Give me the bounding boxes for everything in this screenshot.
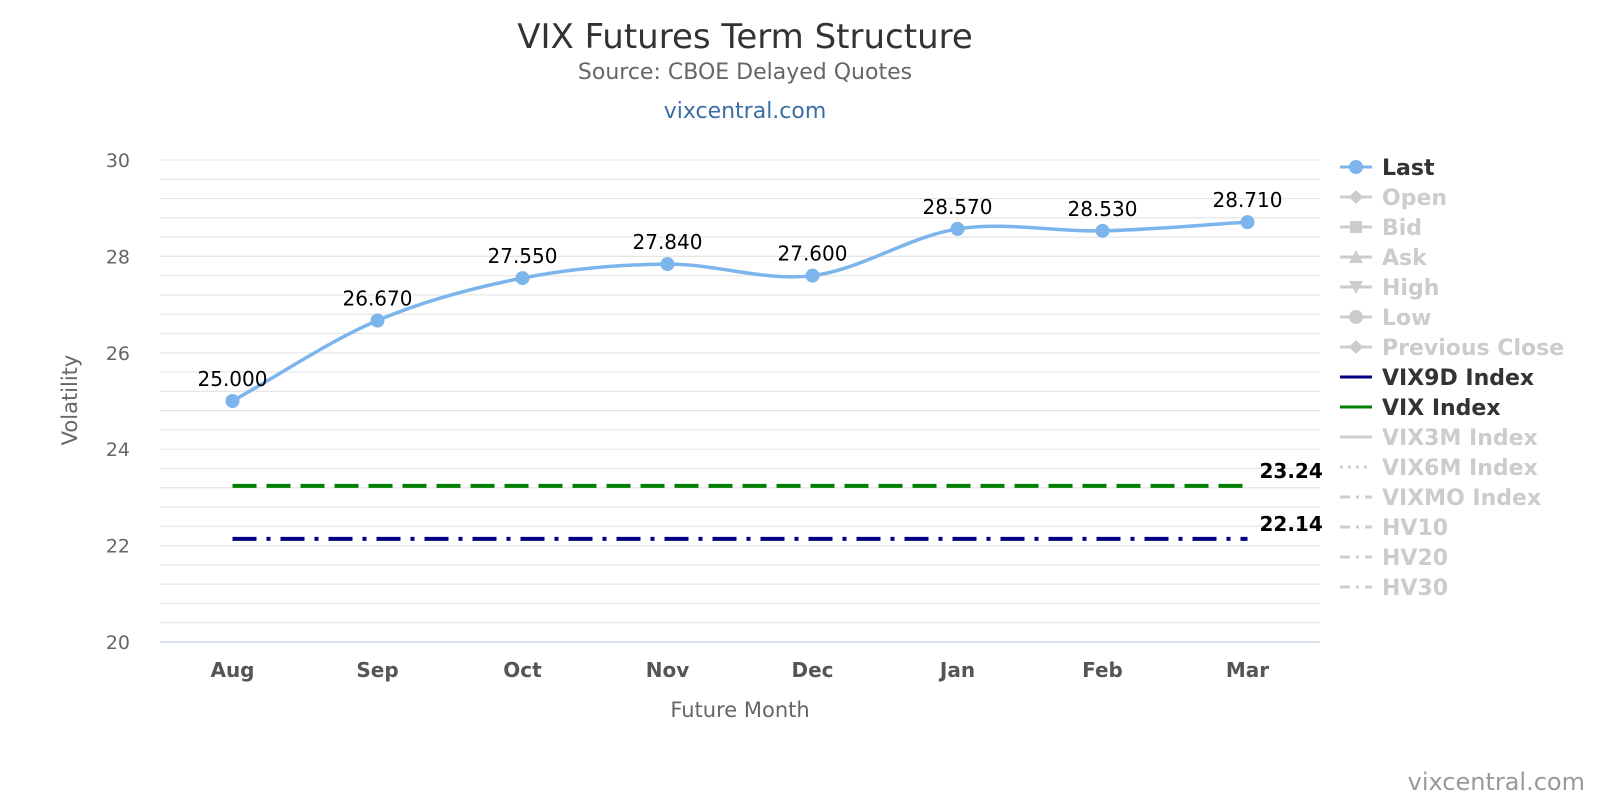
y-axis-ticks: 20 22 24 26 28 30 — [106, 150, 130, 654]
x-tick-label: Jan — [938, 658, 975, 682]
last-series-point[interactable] — [805, 268, 820, 283]
legend-label: VIXMO Index — [1382, 486, 1541, 511]
y-tick-label: 28 — [106, 246, 130, 268]
legend-marker — [1350, 221, 1362, 233]
data-label: 27.550 — [488, 244, 558, 268]
grid — [160, 159, 1320, 643]
legend-marker — [1349, 160, 1363, 174]
legend-label: HV10 — [1382, 516, 1448, 541]
last-series-point[interactable] — [370, 313, 385, 328]
data-label: 28.570 — [923, 195, 993, 219]
reference-lines — [232, 483, 1248, 541]
data-label: 25.000 — [198, 367, 268, 391]
legend-item[interactable]: Previous Close — [1340, 336, 1564, 361]
legend-item[interactable]: Low — [1340, 306, 1431, 331]
x-tick-label: Nov — [646, 658, 690, 682]
credit-link[interactable]: vixcentral.com — [1408, 768, 1585, 796]
chart-subtitle: Source: CBOE Delayed Quotes — [578, 60, 912, 85]
last-series-point[interactable] — [225, 394, 240, 408]
legend-label: VIX9D Index — [1382, 366, 1534, 391]
vix9d-index-label: 22.14 — [1260, 512, 1323, 536]
legend-item[interactable]: VIX3M Index — [1340, 426, 1538, 451]
chart-title: VIX Futures Term Structure — [517, 17, 973, 57]
legend-label: Open — [1382, 186, 1447, 211]
legend-label: VIX Index — [1382, 396, 1501, 421]
y-tick-label: 20 — [106, 632, 130, 654]
x-tick-label: Oct — [503, 658, 542, 682]
legend-label: Previous Close — [1382, 336, 1564, 361]
last-series-line — [231, 220, 1248, 403]
legend-label: High — [1382, 276, 1439, 301]
legend-item[interactable]: VIX Index — [1340, 396, 1501, 421]
x-axis-ticks: Aug Sep Oct Nov Dec Jan Feb Mar — [210, 658, 1269, 682]
legend-marker — [1349, 250, 1363, 263]
legend-label: HV20 — [1382, 546, 1448, 571]
y-axis-title: Volatility — [58, 355, 82, 446]
legend-item[interactable]: VIX9D Index — [1340, 366, 1534, 391]
legend-item[interactable]: HV30 — [1340, 576, 1448, 601]
legend-label: HV30 — [1382, 576, 1448, 601]
series-last — [225, 215, 1255, 408]
legend-label: VIX6M Index — [1382, 456, 1538, 481]
last-series-point[interactable] — [950, 221, 965, 236]
legend-item[interactable]: Open — [1340, 186, 1447, 211]
legend-marker — [1349, 281, 1363, 294]
legend-label: VIX3M Index — [1382, 426, 1538, 451]
last-series-point[interactable] — [1095, 223, 1110, 238]
legend-item[interactable]: Last — [1340, 156, 1435, 181]
y-tick-label: 30 — [106, 150, 130, 172]
x-tick-label: Aug — [210, 658, 254, 682]
legend-label: Last — [1382, 156, 1435, 181]
legend-item[interactable]: HV10 — [1340, 516, 1448, 541]
legend-label: Ask — [1382, 246, 1428, 271]
legend: Last Open Bid Ask High Low Previous Close VIX9D… — [1340, 156, 1564, 601]
vix-index-label: 23.24 — [1260, 459, 1323, 483]
last-series-point[interactable] — [515, 271, 530, 286]
last-series-point[interactable] — [1240, 215, 1255, 230]
data-label: 27.840 — [633, 230, 703, 254]
legend-item[interactable]: Ask — [1340, 246, 1428, 271]
x-axis-title: Future Month — [670, 698, 809, 722]
y-tick-label: 22 — [106, 536, 130, 558]
source-link[interactable]: vixcentral.com — [664, 99, 827, 124]
x-tick-label: Dec — [791, 658, 833, 682]
legend-item[interactable]: HV20 — [1340, 546, 1448, 571]
data-label: 28.710 — [1213, 188, 1283, 212]
legend-item[interactable]: High — [1340, 276, 1439, 301]
last-series-point[interactable] — [660, 257, 675, 272]
x-tick-label: Mar — [1226, 658, 1269, 682]
data-label: 28.530 — [1068, 197, 1138, 221]
x-tick-label: Feb — [1082, 658, 1123, 682]
data-label: 27.600 — [778, 242, 848, 266]
y-tick-label: 26 — [106, 343, 130, 365]
legend-marker — [1349, 340, 1363, 354]
x-tick-label: Sep — [356, 658, 398, 682]
y-tick-label: 24 — [106, 439, 130, 461]
legend-marker — [1349, 310, 1363, 324]
data-labels: 23.24 22.14 25.000 26.670 27.550 27.840 27.600… — [198, 188, 1323, 536]
legend-item[interactable]: Bid — [1340, 216, 1422, 241]
legend-label: Bid — [1382, 216, 1422, 241]
legend-label: Low — [1382, 306, 1431, 331]
data-label: 26.670 — [343, 287, 413, 311]
legend-item[interactable]: VIX6M Index — [1340, 456, 1538, 481]
legend-marker — [1349, 190, 1363, 204]
legend-item[interactable]: VIXMO Index — [1340, 486, 1541, 511]
